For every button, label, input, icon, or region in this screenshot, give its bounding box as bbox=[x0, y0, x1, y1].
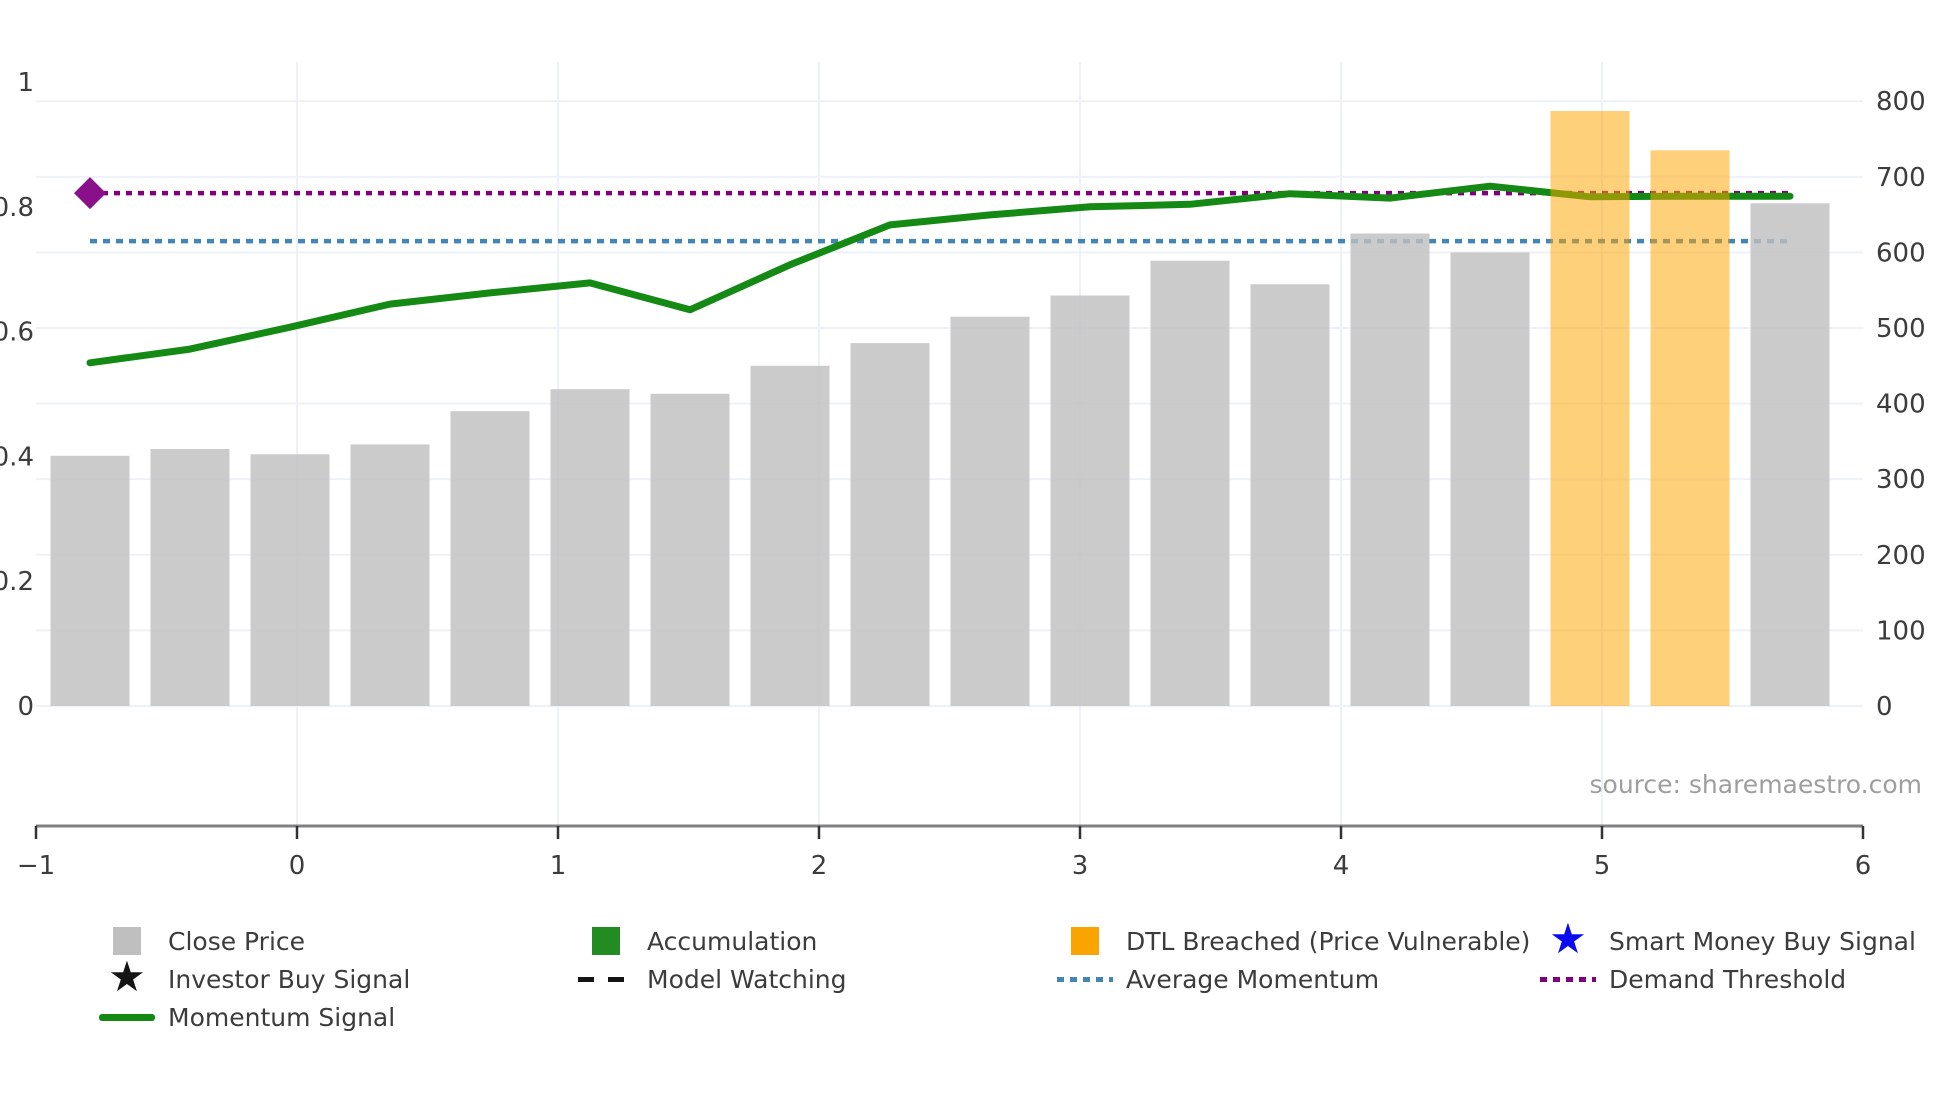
close-price-swatch-icon bbox=[99, 927, 155, 955]
svg-text:0: 0 bbox=[289, 851, 306, 881]
legend-label: Accumulation bbox=[647, 926, 818, 956]
svg-text:0.2: 0.2 bbox=[0, 567, 34, 597]
svg-text:4: 4 bbox=[1333, 851, 1350, 881]
legend-label: Demand Threshold bbox=[1609, 964, 1847, 994]
left-axis-labels: 0 0.2 0.4 0.6 0.8 1 bbox=[0, 68, 34, 722]
legend-label: Average Momentum bbox=[1126, 964, 1380, 994]
legend-item-average-momentum: Average Momentum bbox=[1057, 960, 1530, 998]
svg-text:400: 400 bbox=[1876, 390, 1926, 420]
demand-threshold-diamond-icon bbox=[74, 177, 106, 210]
model-watching-dashed-line-icon bbox=[578, 976, 634, 982]
close-price-bar bbox=[1350, 233, 1430, 706]
demand-threshold-dotted-line-icon bbox=[1540, 976, 1596, 982]
x-axis-labels: −1 0 1 2 3 4 5 6 bbox=[17, 851, 1871, 881]
legend: Close Price ★ Investor Buy Signal Moment… bbox=[0, 914, 1960, 1082]
svg-text:600: 600 bbox=[1876, 238, 1926, 268]
svg-text:1: 1 bbox=[550, 851, 567, 881]
svg-text:200: 200 bbox=[1876, 541, 1926, 571]
close-price-bar bbox=[1450, 252, 1530, 706]
average-momentum-dotted-line-icon bbox=[1057, 976, 1113, 982]
dtl-breached-bar bbox=[1650, 150, 1730, 707]
svg-text:0.6: 0.6 bbox=[0, 318, 34, 348]
close-price-bar bbox=[450, 411, 530, 706]
close-price-bar bbox=[1750, 203, 1830, 707]
legend-column-2: Accumulation Model Watching bbox=[578, 922, 847, 998]
momentum-signal-line-icon bbox=[99, 1013, 155, 1021]
legend-label: DTL Breached (Price Vulnerable) bbox=[1126, 926, 1531, 956]
dtl-breached-bar bbox=[1550, 111, 1630, 706]
horizontal-gridlines bbox=[36, 100, 1863, 707]
legend-column-4: ★ Smart Money Buy Signal Demand Threshol… bbox=[1540, 914, 1916, 998]
svg-text:100: 100 bbox=[1876, 616, 1926, 646]
svg-text:2: 2 bbox=[811, 851, 828, 881]
svg-text:500: 500 bbox=[1876, 314, 1926, 344]
legend-item-momentum-signal: Momentum Signal bbox=[99, 998, 410, 1036]
legend-column-3: DTL Breached (Price Vulnerable) Average … bbox=[1057, 922, 1530, 998]
legend-item-close-price: Close Price bbox=[99, 922, 410, 960]
accumulation-swatch-icon bbox=[578, 927, 634, 955]
close-price-bar bbox=[1150, 260, 1230, 706]
x-axis-ticks bbox=[34, 826, 1865, 839]
svg-text:5: 5 bbox=[1594, 851, 1611, 881]
close-price-bar bbox=[1250, 284, 1330, 706]
legend-item-demand-threshold: Demand Threshold bbox=[1540, 960, 1916, 998]
legend-label: Smart Money Buy Signal bbox=[1609, 926, 1916, 956]
source-attribution: source: sharemaestro.com bbox=[1589, 770, 1923, 799]
legend-item-investor-buy-signal: ★ Investor Buy Signal bbox=[99, 952, 411, 1001]
investor-buy-signal-star-icon: ★ bbox=[108, 952, 146, 1001]
svg-text:0.8: 0.8 bbox=[0, 193, 34, 223]
dtl-breached-swatch-icon bbox=[1057, 927, 1113, 955]
price-momentum-chart: −1 0 1 2 3 4 5 6 0 0.2 0.4 0.6 0.8 1 0 100 200 300 400 500 6… bbox=[0, 62, 1926, 881]
momentum-signal-line bbox=[86, 182, 1794, 367]
legend-item-smart-money-buy-signal: ★ Smart Money Buy Signal bbox=[1540, 914, 1916, 963]
legend-label: Momentum Signal bbox=[168, 1002, 396, 1032]
right-axis-labels: 0 100 200 300 400 500 600 700 800 bbox=[1876, 87, 1926, 722]
close-price-bar bbox=[250, 454, 330, 706]
close-price-bars bbox=[50, 111, 1830, 707]
legend-item-model-watching: Model Watching bbox=[578, 960, 847, 998]
svg-text:700: 700 bbox=[1876, 163, 1926, 193]
legend-item-dtl-breached: DTL Breached (Price Vulnerable) bbox=[1057, 922, 1530, 960]
legend-item-accumulation: Accumulation bbox=[578, 922, 847, 960]
legend-label: Close Price bbox=[168, 926, 306, 956]
svg-text:6: 6 bbox=[1855, 851, 1872, 881]
svg-text:1: 1 bbox=[17, 68, 34, 98]
close-price-bar bbox=[350, 444, 430, 706]
close-price-bar bbox=[550, 389, 630, 706]
close-price-bar bbox=[150, 449, 230, 706]
close-price-bar bbox=[650, 393, 730, 706]
svg-text:0: 0 bbox=[1876, 692, 1893, 722]
svg-text:800: 800 bbox=[1876, 87, 1926, 117]
close-price-bar bbox=[1050, 295, 1130, 706]
close-price-bar bbox=[50, 455, 130, 706]
svg-text:0.4: 0.4 bbox=[0, 442, 34, 472]
smart-money-buy-signal-star-icon: ★ bbox=[1549, 914, 1587, 963]
close-price-bar bbox=[950, 316, 1030, 706]
svg-text:−1: −1 bbox=[17, 851, 55, 881]
close-price-bar bbox=[850, 343, 930, 706]
close-price-bar bbox=[750, 365, 830, 706]
legend-label: Investor Buy Signal bbox=[168, 964, 411, 994]
svg-text:300: 300 bbox=[1876, 465, 1926, 495]
svg-text:0: 0 bbox=[17, 692, 34, 722]
legend-column-1: Close Price ★ Investor Buy Signal Moment… bbox=[99, 922, 410, 1036]
legend-label: Model Watching bbox=[647, 964, 847, 994]
svg-text:3: 3 bbox=[1072, 851, 1089, 881]
